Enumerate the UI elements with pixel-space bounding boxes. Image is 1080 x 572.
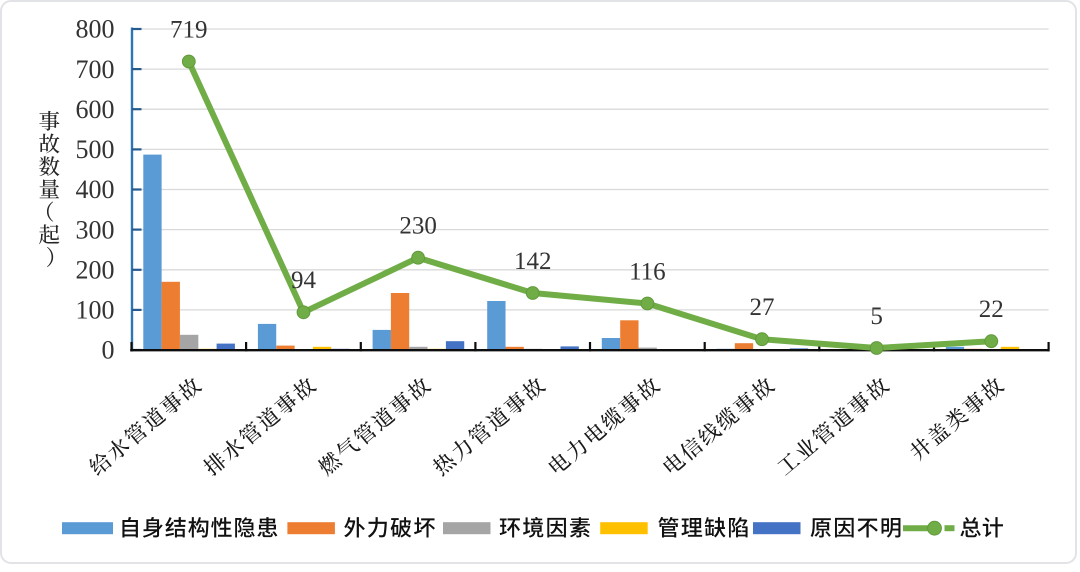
svg-text:100: 100 [76,296,115,325]
svg-text:400: 400 [76,175,115,204]
svg-text:800: 800 [76,15,115,44]
svg-text:0: 0 [102,336,115,365]
svg-text:142: 142 [514,248,552,275]
svg-text:22: 22 [979,296,1004,323]
svg-text:116: 116 [629,258,666,285]
svg-text:200: 200 [76,255,115,284]
svg-text:700: 700 [76,55,115,84]
svg-text:27: 27 [750,294,775,321]
svg-text:600: 600 [76,95,115,124]
svg-text:5: 5 [870,303,883,330]
svg-text:94: 94 [291,267,317,294]
svg-text:719: 719 [170,16,208,43]
svg-text:500: 500 [76,135,115,164]
svg-text:300: 300 [76,215,115,244]
svg-text:230: 230 [399,213,437,240]
